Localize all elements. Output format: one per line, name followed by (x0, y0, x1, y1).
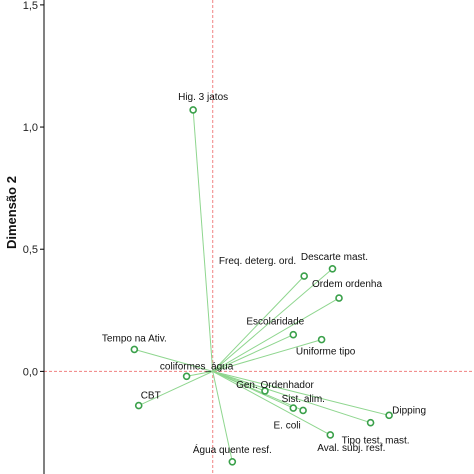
data-point (335, 294, 343, 302)
data-point (328, 264, 337, 273)
y-axis-title: Dimensão 2 (4, 176, 19, 249)
point-label: Gen. Ordenhador (236, 380, 314, 391)
point-label: Uniforme tipo (296, 347, 356, 358)
y-tick-label: 0,0 (23, 366, 38, 378)
data-point (289, 330, 298, 339)
data-point (366, 418, 375, 427)
y-tick-label: 1,0 (23, 122, 38, 134)
vector-line (212, 371, 233, 462)
data-point (299, 406, 307, 415)
data-point (289, 404, 298, 412)
y-tick-label: 1,5 (23, 0, 38, 12)
data-point (326, 431, 335, 439)
point-label: coliformes_água (160, 361, 234, 372)
vector-line (212, 370, 390, 416)
point-labels: Hig. 3 jatos Descarte mast. Freq. deterg. … (102, 92, 426, 456)
vector-lines (134, 109, 390, 462)
point-label: Freq. deterg. ord. (219, 256, 296, 267)
point-label: Água quente resf. (193, 443, 272, 456)
point-label: Descarte mast. (301, 252, 368, 263)
y-axis-ticks: 1,5 1,0 0,5 0,0 (23, 0, 44, 378)
point-label: Hig. 3 jatos (178, 92, 228, 103)
reference-lines (44, 0, 474, 474)
vector-line (212, 275, 305, 372)
point-label: Aval. subj. resf. (317, 443, 385, 454)
point-label: CBT (141, 391, 161, 402)
vector-line (138, 370, 213, 407)
data-points (130, 106, 393, 466)
vector-line (212, 297, 340, 372)
data-point (385, 411, 393, 420)
vector-line (212, 370, 304, 411)
vector-line (212, 334, 294, 372)
vector-line (212, 370, 371, 424)
data-point (130, 345, 139, 354)
vector-line (134, 348, 213, 372)
point-label: Dipping (392, 405, 426, 416)
vector-line (192, 109, 214, 372)
point-label: Tipo test. mast. (342, 436, 410, 447)
point-label: Sist. alim. (282, 394, 325, 405)
data-point (300, 272, 308, 280)
point-label: E. coli (273, 420, 300, 431)
point-label: Escolaridade (246, 317, 304, 328)
vector-line (186, 370, 213, 377)
y-tick-label: 0,5 (23, 244, 38, 256)
data-point (228, 457, 237, 466)
data-point (182, 372, 191, 381)
data-point (134, 401, 143, 410)
data-point (189, 106, 197, 114)
data-point (317, 335, 326, 344)
vector-line (212, 339, 322, 372)
vector-line (212, 268, 333, 372)
point-label: Tempo na Ativ. (102, 333, 167, 344)
vector-line (212, 370, 331, 436)
point-label: Ordem ordenha (312, 279, 382, 290)
data-point (261, 387, 269, 395)
